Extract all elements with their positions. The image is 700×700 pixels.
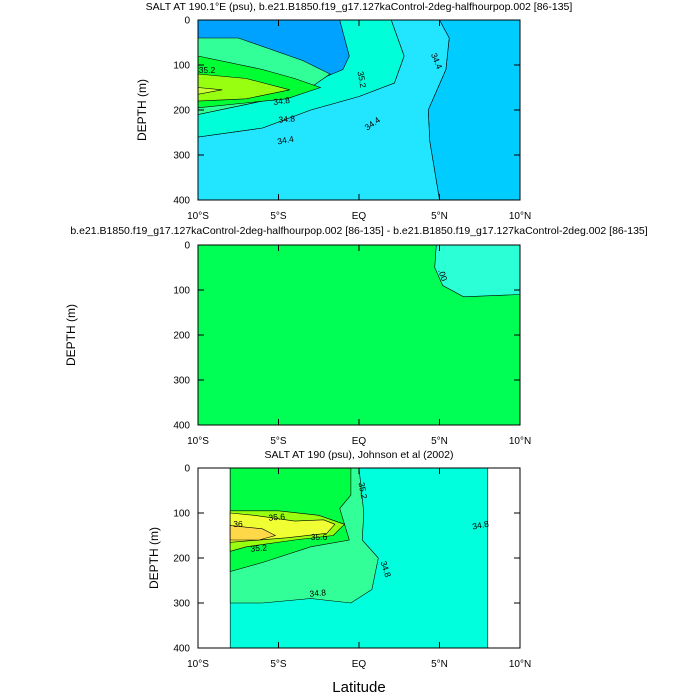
x-axis: 10°S 5°S EQ 5°N 10°N [187,245,531,447]
contour-labels: .00 [436,268,449,283]
contour-label: 35.2 [199,65,216,75]
contour-label: 34.8 [471,519,489,532]
contour-fills [229,467,489,649]
contour-label: 34.8 [379,560,394,579]
contour-labels: 35.2 35.6 36 35.6 35.2 34.8 34.8 34.8 [233,481,489,598]
contour-label: 36 [233,519,243,529]
x-tick-label: 10°S [187,659,209,670]
y-tick-label: 0 [184,241,190,252]
contour-label: 34.8 [273,95,291,107]
x-tick-label: 5°N [431,659,448,670]
y-tick-label: 100 [173,61,190,72]
contour-label: 35.2 [357,481,370,499]
contour-label: 35.6 [268,511,286,522]
x-tick-label: 10°N [509,436,531,447]
y-axis-label: DEPTH (m) [147,527,161,589]
y-tick-label: 300 [173,151,190,162]
panel-1: SALT AT 190.1°E (psu), b.e21.B1850.f19_g… [135,1,572,222]
x-tick-label: 10°N [509,211,531,222]
y-tick-label: 400 [173,196,190,207]
y-axis: 0 100 200 300 400 [173,16,520,207]
contour-region [229,525,277,541]
y-tick-label: 400 [173,644,190,655]
panel-title: SALT AT 190.1°E (psu), b.e21.B1850.f19_g… [146,1,573,13]
y-axis: 0 100 200 300 400 [173,241,520,432]
y-axis-label: DEPTH (m) [135,79,149,141]
contour-label: 34.4 [276,134,294,147]
y-axis-label: DEPTH (m) [64,304,78,366]
x-tick-label: 10°N [509,659,531,670]
contour-label: 35.2 [356,70,369,88]
y-tick-label: 200 [173,106,190,117]
y-tick-label: 100 [173,286,190,297]
panel-title: SALT AT 190 (psu), Johnson et al (2002) [265,449,454,461]
x-tick-label: 5°S [270,211,287,222]
x-tick-label: EQ [352,211,367,222]
panel-3: SALT AT 190 (psu), Johnson et al (2002) 0… [147,449,531,696]
y-tick-label: 300 [173,376,190,387]
x-tick-label: 5°N [431,436,448,447]
y-tick-label: 0 [184,464,190,475]
y-tick-label: 200 [173,331,190,342]
x-tick-label: 10°S [187,211,209,222]
y-tick-label: 100 [173,509,190,520]
panel-2: b.e21.B1850.f19_g17.127kaControl-2deg-ha… [64,225,648,447]
y-tick-label: 400 [173,421,190,432]
y-axis: 0 100 200 300 400 [173,464,520,655]
contour-fills [197,19,521,201]
x-axis: 10°S 5°S EQ 5°N 10°N [187,468,531,670]
contour-label: 35.2 [250,542,268,553]
contour-label: 35.6 [311,532,328,542]
contour-label: .00 [436,268,449,283]
x-tick-label: 5°S [270,436,287,447]
x-tick-label: 5°S [270,659,287,670]
contour-region [197,19,405,138]
contour-fills [197,244,521,426]
y-tick-label: 300 [173,599,190,610]
contour-label: 34.8 [278,113,296,124]
y-tick-label: 0 [184,16,190,27]
x-tick-label: EQ [352,436,367,447]
x-axis: 10°S 5°S EQ 5°N 10°N [187,20,531,222]
x-tick-label: 5°N [431,211,448,222]
panel-title: b.e21.B1850.f19_g17.127kaControl-2deg-ha… [70,225,647,237]
x-tick-label: EQ [352,659,367,670]
contour-label: 34.8 [309,587,327,598]
y-tick-label: 200 [173,554,190,565]
x-axis-label: Latitude [332,679,385,696]
x-tick-label: 10°S [187,436,209,447]
